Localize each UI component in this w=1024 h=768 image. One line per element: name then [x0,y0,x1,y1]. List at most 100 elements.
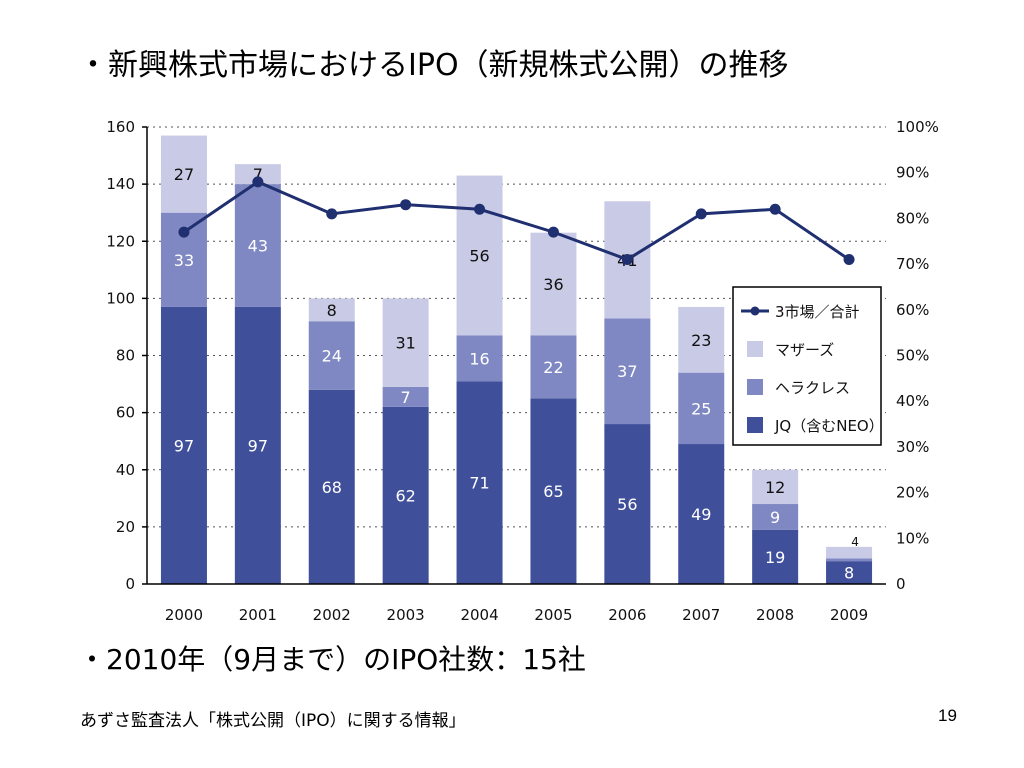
bar-value-label: 33 [174,251,194,270]
bar-value-label: 56 [469,247,489,266]
bar-value-label: 65 [543,482,563,501]
y-right-tick-label: 20% [896,484,929,502]
y-right-tick-label: 10% [896,529,929,547]
bar-value-label: 25 [691,399,711,418]
bar-segment [456,335,503,382]
bar-segment [308,389,355,584]
bar-segment [752,504,799,530]
ratio-point [769,203,781,215]
bar-value-label: 23 [691,331,711,350]
y-right-tick-label: 90% [896,164,929,182]
y-left-tick-label: 160 [106,118,135,136]
legend-swatch [747,341,763,357]
bar-value-label: 56 [617,495,637,514]
bar-value-label: 97 [174,436,194,455]
legend-swatch [747,417,763,433]
x-tick-label: 2003 [387,606,425,624]
y-right-tick-label: 0 [896,575,906,593]
bar-value-label: 68 [322,478,342,497]
axes: 2000 2001 2002 2003 2004 2005 2006 2007 2008 2009… [106,118,939,624]
bar-value-label: 97 [248,436,268,455]
bar-segment [308,321,355,390]
bar-value-label: 31 [395,334,415,353]
bar-segment [530,398,577,584]
ratio-line [178,176,855,266]
x-tick-label: 2006 [608,606,646,624]
ipo-2010-note: ・2010年（9月まで）のIPO社数：15社 [78,643,586,676]
x-tick-label: 2002 [313,606,351,624]
bar-value-label: 62 [395,486,415,505]
bar-segment [678,444,725,584]
page-number: 19 [938,706,957,725]
legend-label: JQ（含むNEO） [774,417,884,435]
bar-segment [604,424,651,584]
y-left-tick-label: 0 [125,575,135,593]
bar-segment [160,135,207,213]
ratio-point [326,208,338,220]
bar-value-label: 16 [469,349,489,368]
legend-label: 3市場／合計 [775,303,860,321]
x-tick-label: 2007 [682,606,720,624]
ratio-point [621,254,633,266]
bar-value-label: 12 [765,478,785,497]
x-tick-label: 2004 [460,606,498,624]
bar-value-label: 49 [691,505,711,524]
bar-value-label: 36 [543,275,563,294]
y-right-tick-label: 30% [896,438,929,456]
bar-segment [530,232,577,336]
bar-segment [382,406,429,584]
legend-label: ヘラクレス [775,379,850,397]
bar-segment [382,386,429,407]
bar-segment [826,558,873,562]
bar-segment [234,184,281,307]
bar-value-label: 24 [322,347,342,366]
bar-segment [456,175,503,336]
bar-value-label: 9 [770,508,780,527]
bar-segment [604,318,651,425]
bar-segment [234,164,281,185]
x-tick-label: 2005 [534,606,572,624]
ratio-point [178,226,190,238]
bar-segment [382,298,429,387]
bar-segment [752,469,799,505]
legend-swatch [747,379,763,395]
y-left-tick-label: 80 [116,347,135,365]
y-left-tick-label: 100 [106,289,135,307]
legend-line-marker [750,306,760,316]
x-tick-label: 2001 [239,606,277,624]
y-right-tick-label: 50% [896,347,929,365]
y-left-tick-label: 60 [116,404,135,422]
bar-value-label: 43 [248,237,268,256]
ratio-point [547,226,559,238]
bar-segment [678,306,725,373]
source-credit: あずさ監査法人「株式公開（IPO）に関する情報」 [80,711,466,731]
y-left-tick-label: 120 [106,232,135,250]
ratio-point [252,176,264,188]
ratio-point [474,203,486,215]
bar-segment [456,381,503,584]
legend-label: マザーズ [775,341,834,359]
y-right-tick-label: 60% [896,301,929,319]
bar-segment [752,529,799,584]
bar-segment [826,561,873,584]
bar-value-label: 4 [851,535,859,549]
y-left-tick-label: 20 [116,518,135,536]
bar-value-label: 7 [401,388,411,407]
y-right-tick-label: 80% [896,209,929,227]
y-left-tick-label: 40 [116,461,135,479]
ratio-point [400,199,412,211]
y-right-tick-label: 100% [896,118,939,136]
bar-segment [530,335,577,399]
bar-value-label: 71 [469,474,489,493]
y-right-tick-label: 40% [896,392,929,410]
x-tick-label: 2000 [165,606,203,624]
bar-stacks: 9733279743768248627317116566522365637414… [160,135,873,584]
bar-value-label: 19 [765,548,785,567]
y-left-tick-label: 140 [106,175,135,193]
bar-segment [826,546,873,559]
x-tick-label: 2009 [830,606,868,624]
bar-value-label: 7 [253,165,263,184]
ratio-point [695,208,707,220]
